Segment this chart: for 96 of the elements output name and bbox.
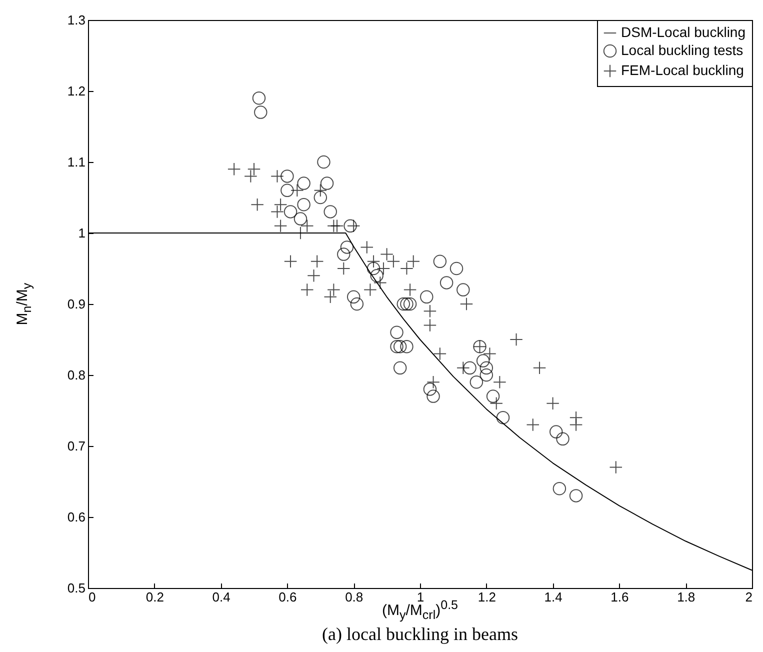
point xyxy=(327,283,340,296)
point xyxy=(433,254,447,268)
point xyxy=(364,283,377,296)
point xyxy=(423,318,437,332)
point xyxy=(274,219,288,233)
point xyxy=(324,290,337,304)
y-tick-label: 1.2 xyxy=(67,84,86,98)
point xyxy=(556,432,570,446)
point xyxy=(440,276,454,290)
point xyxy=(433,347,447,360)
point xyxy=(314,190,328,204)
point xyxy=(569,489,583,502)
point xyxy=(337,248,350,261)
point xyxy=(393,340,407,354)
point xyxy=(470,375,484,389)
point xyxy=(270,170,284,183)
point xyxy=(270,205,284,218)
point xyxy=(396,297,410,311)
point xyxy=(390,326,404,340)
point xyxy=(310,254,324,268)
point xyxy=(486,390,500,403)
y-tick-label: 0.6 xyxy=(67,510,86,524)
x-tick-label: 0.4 xyxy=(212,590,230,604)
point xyxy=(244,170,258,183)
point xyxy=(463,361,476,375)
point xyxy=(552,482,566,496)
point xyxy=(480,368,494,382)
point xyxy=(403,297,417,311)
point xyxy=(390,340,404,354)
point xyxy=(490,396,503,410)
point xyxy=(393,361,407,375)
point xyxy=(609,460,623,474)
point xyxy=(307,268,320,282)
point xyxy=(284,205,298,218)
point xyxy=(346,219,360,233)
legend-label: DSM-Local buckling xyxy=(621,24,746,40)
point xyxy=(480,361,494,375)
point xyxy=(346,290,360,304)
point xyxy=(456,283,470,296)
point xyxy=(250,198,264,212)
point xyxy=(532,361,546,375)
x-tick-label: 1.6 xyxy=(610,590,629,604)
y-tick-label: 0.7 xyxy=(67,438,86,454)
point xyxy=(526,418,540,432)
point xyxy=(350,297,364,311)
point xyxy=(400,340,414,354)
point xyxy=(496,410,510,424)
x-tick-label: 1.2 xyxy=(478,590,496,604)
x-tick-label: 2 xyxy=(745,590,752,604)
x-tick-label: 1.4 xyxy=(544,590,562,604)
point xyxy=(360,240,374,254)
point xyxy=(400,297,414,311)
y-tick-label: 1 xyxy=(78,226,86,240)
point xyxy=(456,361,470,375)
legend-label: Local buckling tests xyxy=(621,42,744,58)
point xyxy=(366,254,380,268)
point xyxy=(320,176,334,190)
point xyxy=(406,254,420,268)
point xyxy=(549,425,563,438)
point xyxy=(317,155,330,169)
x-tick-label: 0.8 xyxy=(345,590,364,604)
x-tick-label: 0.2 xyxy=(146,590,164,604)
text: (a) local buckling in beams xyxy=(322,624,518,645)
y-tick-label: 1.1 xyxy=(67,154,86,170)
point xyxy=(280,170,294,183)
point xyxy=(493,375,506,389)
x-tick-label: 0.6 xyxy=(278,590,297,604)
point xyxy=(546,396,560,410)
y-tick-label: 0.5 xyxy=(67,580,86,596)
point xyxy=(300,283,314,296)
point xyxy=(344,219,357,233)
point xyxy=(324,205,337,218)
point xyxy=(314,184,328,198)
y-tick-label: 0.9 xyxy=(67,296,86,312)
point xyxy=(297,198,310,212)
legend-label: FEM-Local buckling xyxy=(621,62,744,78)
point xyxy=(569,418,583,432)
y-tick-label: 0.8 xyxy=(67,368,86,382)
point xyxy=(340,240,354,254)
point xyxy=(450,262,464,276)
point xyxy=(426,390,440,403)
point xyxy=(252,91,266,105)
point xyxy=(284,254,298,268)
point xyxy=(423,304,437,318)
point xyxy=(294,212,308,226)
point xyxy=(420,290,434,304)
point xyxy=(227,162,241,176)
x-tick-label: 1.8 xyxy=(677,590,696,604)
y-tick-label: 1.3 xyxy=(67,12,86,28)
point xyxy=(300,219,314,233)
x-tick-label: 0 xyxy=(88,590,96,604)
point xyxy=(403,283,417,296)
point xyxy=(274,198,288,212)
point xyxy=(254,106,268,119)
point xyxy=(374,276,387,290)
point xyxy=(297,176,310,190)
